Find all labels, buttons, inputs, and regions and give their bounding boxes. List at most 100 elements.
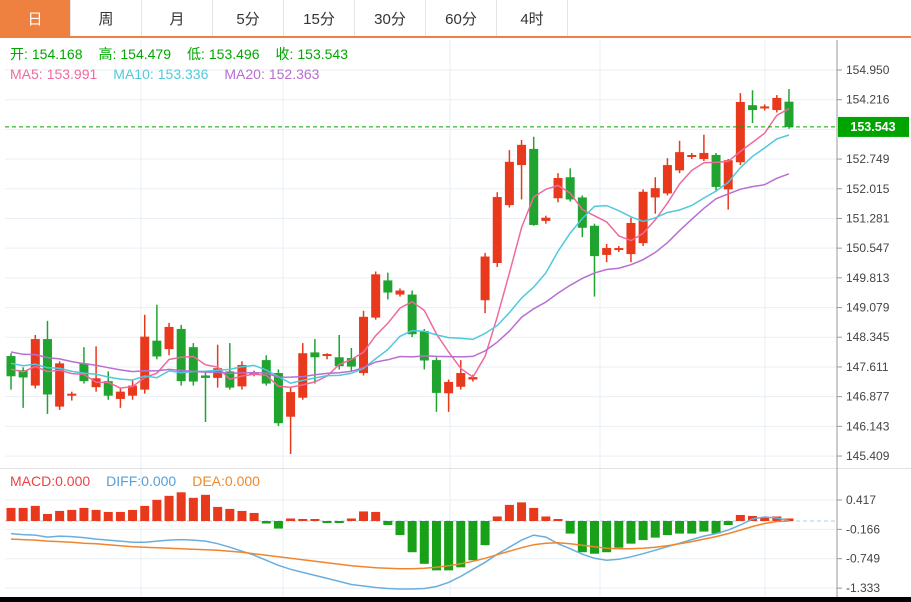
candle-body — [444, 381, 454, 394]
high-value: 154.479 — [120, 46, 171, 62]
ohlc-legend: 开: 154.168 高: 154.479 低: 153.496 收: 153.543 — [10, 45, 364, 63]
price-tick-label: 148.345 — [846, 330, 890, 344]
macd-hist-bar — [346, 518, 356, 521]
macd-hist-bar — [419, 521, 429, 564]
diff-value: 0.000 — [141, 473, 177, 489]
current-price-tag — [838, 116, 909, 137]
macd-hist-bar — [407, 521, 417, 553]
candle-body — [662, 165, 672, 194]
candle-body — [298, 353, 308, 398]
ma20-line — [10, 173, 790, 378]
candle-body — [273, 373, 283, 424]
macd-hist-bar — [164, 495, 174, 521]
macd-hist-bar — [115, 511, 125, 521]
candle-body — [553, 178, 563, 199]
macd-hist-bar — [517, 502, 527, 521]
diff-label: DIFF: — [106, 473, 142, 489]
macd-value: 0.000 — [55, 473, 91, 489]
candle-body — [431, 360, 441, 393]
candle-body — [723, 160, 733, 190]
price-tick-label: 152.015 — [846, 182, 890, 196]
macd-hist-bar — [273, 521, 283, 529]
macd-hist-bar — [383, 521, 393, 526]
macd-hist-bar — [334, 521, 344, 523]
macd-hist-bar — [565, 521, 575, 534]
ma5-line — [10, 108, 790, 389]
candle-body — [504, 161, 514, 206]
tab-30分[interactable]: 30分 — [355, 0, 426, 36]
ma-legend: MA5: 153.991 MA10: 153.336 MA20: 152.363 — [10, 65, 335, 83]
macd-hist-bar — [67, 509, 77, 521]
price-tick-label: 151.281 — [846, 211, 890, 225]
candle-body — [164, 326, 174, 350]
candle-body — [614, 248, 624, 251]
close-value: 153.543 — [297, 46, 348, 62]
macd-tick-label: 0.417 — [846, 493, 876, 507]
tab-月[interactable]: 月 — [142, 0, 213, 36]
candle-body — [675, 152, 685, 171]
macd-hist-bar — [55, 510, 65, 521]
macd-hist-bar — [662, 521, 672, 536]
macd-hist-bar — [650, 521, 660, 538]
candle-body — [359, 316, 369, 374]
macd-hist-bar — [504, 504, 514, 521]
price-tick-label: 146.143 — [846, 419, 890, 433]
macd-hist-bar — [431, 521, 441, 571]
macd-hist-bar — [128, 509, 138, 521]
macd-hist-bar — [213, 506, 223, 521]
candle-body — [784, 101, 794, 127]
candle-body — [334, 357, 344, 367]
macd-hist-bar — [188, 497, 198, 521]
bottom-border — [0, 597, 911, 602]
ma20-label: MA20: — [224, 66, 265, 82]
macd-hist-bar — [298, 518, 308, 521]
candle-body — [200, 375, 210, 378]
candle-body — [492, 197, 502, 263]
tab-周[interactable]: 周 — [71, 0, 142, 36]
candle-body — [18, 370, 28, 378]
dea-label: DEA: — [192, 473, 225, 489]
price-tick-label: 150.547 — [846, 241, 890, 255]
candle-body — [650, 188, 660, 198]
macd-hist-bar — [140, 505, 150, 521]
ma5-value: 153.991 — [46, 66, 98, 82]
candle-body — [577, 197, 587, 228]
candle-body — [395, 290, 405, 295]
ma5-label: MA5: — [10, 66, 43, 82]
macd-tick-label: -1.333 — [846, 581, 880, 595]
tab-4时[interactable]: 4时 — [497, 0, 568, 36]
candle-body — [176, 328, 186, 382]
candle-body — [735, 101, 745, 163]
macd-hist-bar — [310, 519, 320, 521]
macd-tick-label: -0.749 — [846, 552, 880, 566]
tab-15分[interactable]: 15分 — [284, 0, 355, 36]
open-value: 154.168 — [31, 46, 83, 62]
candle-body — [419, 330, 429, 361]
price-tick-label: 154.950 — [846, 63, 890, 77]
candle-body — [760, 106, 770, 109]
candle-body — [589, 225, 599, 257]
candle-body — [371, 274, 381, 318]
macd-hist-bar — [286, 518, 296, 521]
macd-hist-bar — [468, 521, 478, 561]
macd-hist-bar — [760, 517, 770, 521]
candle-body — [687, 154, 697, 157]
tab-60分[interactable]: 60分 — [426, 0, 497, 36]
macd-tick-label: -0.166 — [846, 522, 880, 536]
macd-hist-bar — [322, 521, 332, 523]
high-label: 高: — [98, 46, 117, 62]
candle-body — [322, 354, 332, 357]
macd-hist-bar — [638, 521, 648, 541]
candle-body — [565, 177, 575, 200]
macd-hist-bar — [371, 511, 381, 521]
macd-hist-bar — [614, 521, 624, 548]
tab-日[interactable]: 日 — [0, 0, 71, 36]
macd-hist-bar — [480, 521, 490, 546]
macd-hist-bar — [225, 508, 235, 521]
candle-body — [711, 154, 721, 187]
tab-5分[interactable]: 5分 — [213, 0, 284, 36]
macd-hist-bar — [18, 507, 28, 521]
price-tick-label: 149.079 — [846, 301, 890, 315]
